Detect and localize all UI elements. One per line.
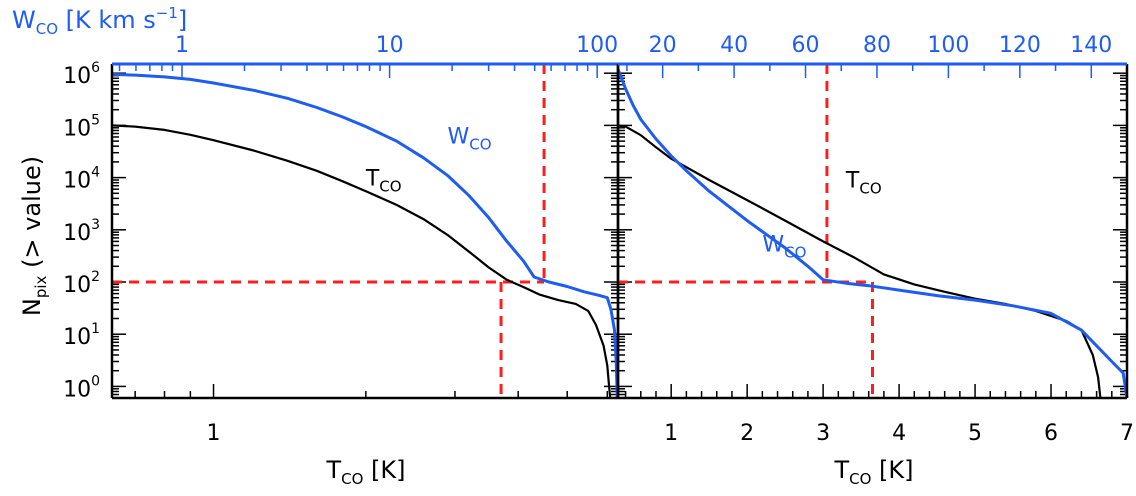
x-tick-label: 6 (1044, 421, 1058, 446)
y-tick-label: 105 (63, 112, 100, 141)
x-axis-label-right-main: T (833, 456, 849, 484)
x-tick-label: 5 (968, 421, 982, 446)
top-axis-label-main: W (12, 6, 36, 34)
top-tick-label: 40 (720, 33, 748, 58)
y-tick-label-base: 10 (63, 116, 91, 141)
top-tick-label: 120 (999, 33, 1041, 58)
series-label: WCO (762, 233, 806, 262)
top-tick-label: 20 (649, 33, 677, 58)
y-tick-label-base: 10 (63, 169, 91, 194)
y-axis-label-rest: (> value) (18, 156, 46, 276)
y-tick-label: 104 (63, 165, 100, 194)
series-line-tco (111, 124, 612, 399)
x-tick-label: 4 (892, 421, 906, 446)
top-tick-label: 100 (927, 33, 969, 58)
series-line-tco (617, 124, 1102, 399)
x-axis-label-right-sub: CO (849, 470, 871, 488)
top-tick-label: 60 (792, 33, 820, 58)
top-tick-label: 10 (376, 33, 404, 58)
series-label-main: T (845, 168, 860, 193)
x-tick-label: 1 (664, 421, 678, 446)
x-tick-label: 2 (740, 421, 754, 446)
y-axis-label-sub: pix (32, 275, 50, 298)
x-tick-label: 3 (816, 421, 830, 446)
top-axis-label-close: ] (178, 6, 187, 34)
y-tick-label-base: 10 (63, 221, 91, 246)
y-tick-label-exp: 6 (91, 60, 100, 76)
series-label-sub: CO (859, 179, 881, 197)
y-tick-label-exp: 1 (91, 321, 100, 337)
series-label-sub: CO (784, 244, 806, 262)
y-tick-label-base: 10 (63, 273, 91, 298)
series-label-main: W (448, 125, 470, 150)
x-axis-label-right: TCO [K] (833, 456, 913, 488)
series-label-main: T (365, 167, 380, 192)
y-tick-label: 100 (63, 373, 100, 402)
y-tick-label-base: 10 (63, 64, 91, 89)
x-axis-label-left: TCO [K] (325, 456, 405, 488)
top-axis-label-unit: [K km s (58, 6, 156, 34)
x-axis-label-left-main: T (325, 456, 341, 484)
y-tick-label: 101 (63, 321, 100, 350)
x-axis-label-right-unit: [K] (871, 456, 913, 484)
top-tick-label: 80 (863, 33, 891, 58)
x-tick-label: 1 (207, 421, 221, 446)
top-axis-label-exp: −1 (156, 4, 178, 22)
top-axis-label-sub: CO (36, 20, 58, 38)
y-tick-label-base: 10 (63, 377, 91, 402)
top-tick-label: 100 (576, 33, 618, 58)
series-label: TCO (365, 167, 402, 196)
series-label: TCO (845, 168, 882, 197)
y-axis-label: Npix (> value) (18, 156, 50, 316)
y-tick-label-exp: 3 (91, 217, 100, 233)
y-axis-label-main: N (18, 298, 46, 316)
y-tick-label-base: 10 (63, 325, 91, 350)
x-tick-label: 7 (1120, 421, 1134, 446)
y-tick-label-exp: 0 (91, 373, 100, 389)
y-tick-label-exp: 5 (91, 112, 100, 128)
top-tick-label: 140 (1070, 33, 1112, 58)
y-tick-label: 102 (63, 269, 100, 298)
top-tick-label: 1 (175, 33, 189, 58)
series-label: WCO (448, 125, 492, 154)
y-tick-label: 106 (63, 60, 100, 89)
x-axis-label-left-sub: CO (341, 470, 363, 488)
series-label-sub: CO (379, 178, 401, 196)
y-tick-label-exp: 4 (91, 165, 100, 181)
series-line-wco (111, 72, 619, 399)
x-axis-label-left-unit: [K] (363, 456, 405, 484)
series-line-wco (616, 68, 1129, 399)
series-label-sub: CO (469, 136, 491, 154)
series-label-main: W (762, 233, 784, 258)
y-tick-label-exp: 2 (91, 269, 100, 285)
y-tick-label: 103 (63, 217, 100, 246)
top-axis-label: WCO [K km s−1] (12, 4, 187, 38)
